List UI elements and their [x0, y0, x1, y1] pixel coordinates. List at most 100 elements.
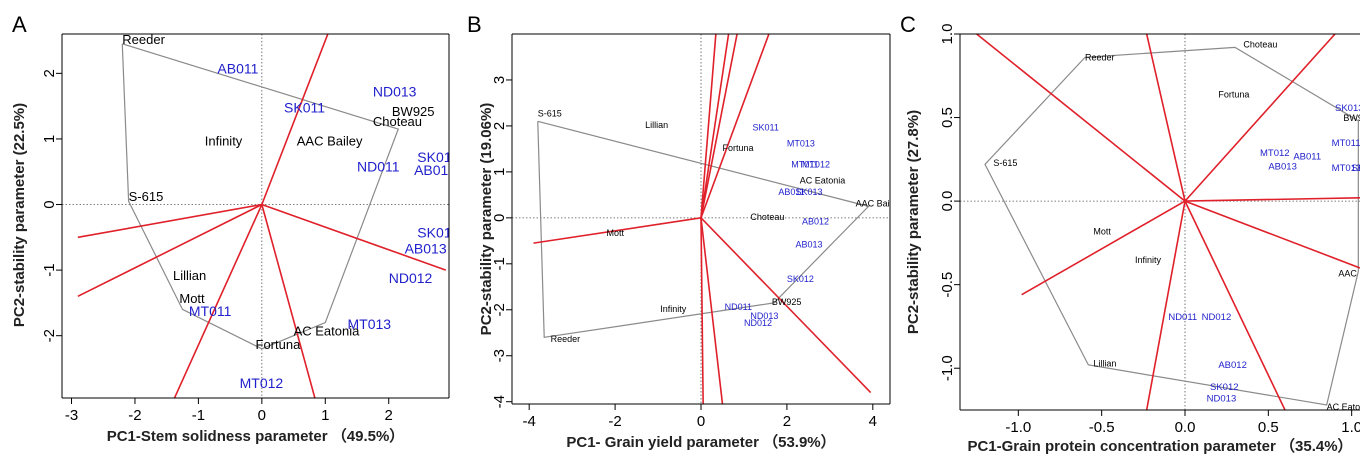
x-tick-label: 2: [783, 413, 791, 430]
y-tick-label: 1: [491, 168, 508, 176]
sector-ray: [173, 204, 263, 398]
y-tick-label: 3: [491, 76, 508, 84]
environment-label: AB013: [1268, 161, 1297, 172]
y-tick-label: 0.0: [939, 191, 956, 212]
panel-letter: A: [12, 12, 27, 37]
environment-label: AB012: [802, 217, 829, 227]
sector-ray: [77, 203, 262, 239]
sector-ray: [700, 34, 738, 219]
genotype-label: S-615: [993, 158, 1017, 168]
y-tick-label: -2: [491, 303, 508, 316]
x-tick-label: 0: [697, 413, 705, 430]
x-tick-label: 0.0: [1175, 419, 1196, 436]
plot-frame: [61, 33, 450, 399]
genotype-label: BW925: [392, 104, 435, 119]
sector-ray: [1145, 200, 1186, 410]
y-tick-label: 0: [41, 200, 58, 208]
polygon-hull: [537, 120, 870, 339]
panel-letter: C: [900, 12, 916, 37]
genotype-label: Fortuna: [256, 337, 302, 352]
environment-label: SK012: [787, 274, 814, 284]
y-tick-label: -1: [41, 263, 58, 276]
environment-label: SK011: [1352, 163, 1360, 174]
y-tick-label: 1.0: [939, 24, 956, 45]
x-tick-label: -3: [65, 407, 78, 424]
environment-label: ND012: [1202, 312, 1232, 323]
y-tick-label: 2: [41, 69, 58, 77]
genotype-label: Fortuna: [1218, 90, 1249, 100]
x-tick-label: 4: [869, 413, 877, 430]
y-tick-label: -0.5: [939, 272, 956, 298]
plot-area: Reeder Choteau Fortuna BW925 S-615 Mott Infini…: [960, 34, 1360, 412]
environment-label: AB011: [778, 187, 804, 197]
genotype-label: Lillian: [1093, 359, 1116, 369]
sector-ray: [700, 34, 770, 219]
genotype-label: AAC Bailey: [856, 198, 902, 208]
y-tick-label: -1.0: [939, 355, 956, 381]
environment-label: SK013: [796, 187, 823, 197]
x-tick-label: -0.5: [1089, 419, 1115, 436]
sector-ray: [700, 217, 872, 394]
environment-label: AB011: [1293, 151, 1321, 162]
genotype-label: AC Eatonia: [1327, 402, 1360, 412]
genotype-label: Infinity: [660, 304, 687, 314]
environment-label: SK012: [417, 149, 459, 165]
x-tick-label: -2: [608, 413, 621, 430]
polygon-hull: [984, 46, 1359, 406]
genotype-label: AC Eatonia: [294, 324, 361, 339]
x-tick-label: -1: [192, 407, 205, 424]
x-tick-label: 1.0: [1341, 419, 1360, 436]
environment-label: MT013: [1332, 163, 1360, 174]
y-tick-label: 0: [491, 214, 508, 222]
genotype-label: Infinity: [205, 133, 243, 148]
genotype-label: BW925: [772, 297, 802, 307]
genotype-label: S-615: [538, 109, 562, 119]
genotype-label: Infinity: [1135, 255, 1162, 265]
environment-label: ND013: [1207, 394, 1237, 405]
y-tick-label: -2: [41, 329, 58, 342]
genotype-label: Reeder: [122, 32, 165, 47]
sector-ray: [1184, 200, 1286, 410]
sector-ray: [700, 217, 704, 404]
environment-label: MT012: [802, 159, 830, 169]
genotype-label: Choteau: [1243, 39, 1277, 49]
environment-label: ND012: [389, 270, 433, 286]
panel-letter: B: [467, 12, 482, 37]
sector-ray: [700, 34, 730, 218]
y-tick-label: 0.5: [939, 107, 956, 128]
x-tick-label: -1.0: [1005, 419, 1031, 436]
x-tick-label: -2: [128, 407, 141, 424]
genotype-label: Lillian: [645, 120, 668, 130]
environment-label: ND011: [725, 302, 752, 312]
sector-ray: [1184, 196, 1360, 202]
plot-frame: [511, 33, 891, 405]
genotype-label: Choteau: [750, 212, 784, 222]
genotype-label: BW925: [1343, 113, 1360, 123]
genotype-label: AC Eatonia: [800, 175, 846, 185]
plot-frame: [959, 33, 1360, 411]
x-axis-title: PC1- Grain yield parameter （53.9%）: [566, 433, 835, 451]
y-tick-label: -1: [491, 257, 508, 270]
genotype-label: Fortuna: [722, 143, 753, 153]
x-tick-label: 1: [321, 407, 329, 424]
genotype-label: Mott: [179, 291, 205, 306]
biplot-panel-c: Reeder Choteau Fortuna BW925 S-615 Mott Infini…: [900, 12, 1360, 455]
y-tick-label: 2: [491, 122, 508, 130]
sector-ray: [1021, 200, 1186, 296]
environment-label: MT011: [791, 159, 818, 169]
genotype-label: Mott: [1093, 227, 1111, 237]
sector-ray: [77, 203, 263, 298]
genotype-label: Choteau: [373, 114, 422, 129]
environment-label: AB012: [414, 162, 456, 178]
genotype-label: Reeder: [551, 334, 581, 344]
x-tick-label: 0: [258, 407, 266, 424]
sector-ray: [700, 217, 724, 404]
biplot-panel-b: S-615 Lillian Fortuna AC Eatonia AAC Bailey C…: [467, 12, 902, 451]
sector-ray: [1184, 34, 1336, 202]
sector-ray: [261, 34, 329, 205]
y-tick-label: 1: [41, 135, 58, 143]
sector-ray: [976, 34, 1186, 202]
